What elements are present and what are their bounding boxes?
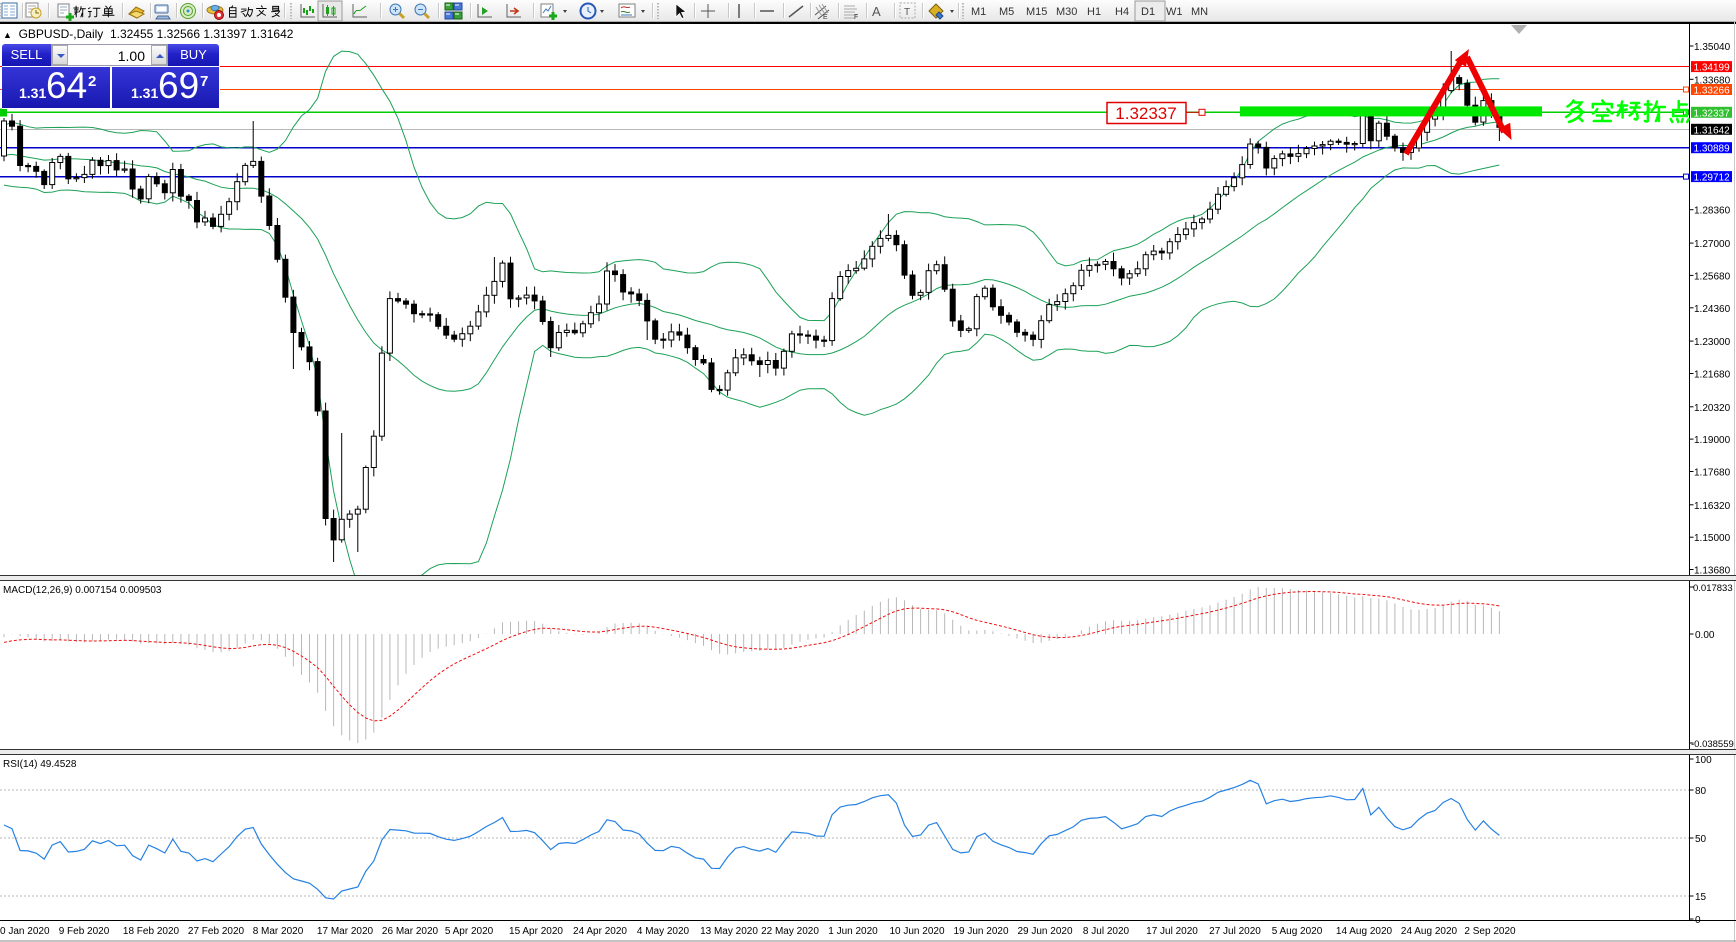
svg-text:1.28360: 1.28360 — [1694, 206, 1731, 217]
svg-text:M1: M1 — [971, 6, 986, 18]
svg-text:E: E — [823, 14, 828, 21]
svg-text:17 Mar 2020: 17 Mar 2020 — [317, 926, 374, 937]
svg-text:RSI(14) 49.4528: RSI(14) 49.4528 — [3, 759, 77, 770]
svg-text:1.23000: 1.23000 — [1694, 337, 1731, 348]
svg-text:1.13680: 1.13680 — [1694, 566, 1731, 577]
svg-text:24 Aug 2020: 24 Aug 2020 — [1401, 926, 1458, 937]
svg-text:0.00: 0.00 — [1695, 630, 1715, 641]
svg-text:H4: H4 — [1115, 6, 1129, 18]
svg-text:80: 80 — [1695, 786, 1707, 797]
svg-text:0: 0 — [1695, 915, 1701, 926]
svg-text:-0.038559: -0.038559 — [1691, 739, 1734, 750]
svg-text:1.35040: 1.35040 — [1694, 42, 1731, 53]
svg-text:5 Apr 2020: 5 Apr 2020 — [445, 926, 494, 937]
svg-text:15: 15 — [1695, 892, 1707, 903]
svg-text:4 May 2020: 4 May 2020 — [637, 926, 690, 937]
svg-text:D1: D1 — [1141, 6, 1155, 18]
svg-text:8 Mar 2020: 8 Mar 2020 — [253, 926, 304, 937]
svg-text:T: T — [904, 7, 910, 18]
svg-text:MACD(12,26,9) 0.007154 0.00950: MACD(12,26,9) 0.007154 0.009503 — [3, 585, 162, 596]
svg-text:1.15000: 1.15000 — [1694, 533, 1731, 544]
svg-text:1 Jun 2020: 1 Jun 2020 — [828, 926, 878, 937]
svg-text:18 Feb 2020: 18 Feb 2020 — [123, 926, 180, 937]
svg-text:26 Mar 2020: 26 Mar 2020 — [382, 926, 439, 937]
svg-text:17 Jul 2020: 17 Jul 2020 — [1146, 926, 1198, 937]
svg-text:27 Feb 2020: 27 Feb 2020 — [188, 926, 245, 937]
svg-text:27 Jul 2020: 27 Jul 2020 — [1209, 926, 1261, 937]
svg-text:29 Jun 2020: 29 Jun 2020 — [1017, 926, 1072, 937]
svg-text:1.16320: 1.16320 — [1694, 501, 1731, 512]
svg-text:M15: M15 — [1026, 6, 1047, 18]
svg-text:13 May 2020: 13 May 2020 — [700, 926, 758, 937]
svg-text:14 Aug 2020: 14 Aug 2020 — [1336, 926, 1393, 937]
svg-text:1.27000: 1.27000 — [1694, 239, 1731, 250]
svg-text:2 Sep 2020: 2 Sep 2020 — [1464, 926, 1516, 937]
svg-text:5 Aug 2020: 5 Aug 2020 — [1272, 926, 1323, 937]
svg-text:1.19000: 1.19000 — [1694, 435, 1731, 446]
svg-text:8 Jul 2020: 8 Jul 2020 — [1083, 926, 1130, 937]
svg-text:1.34199: 1.34199 — [1694, 63, 1731, 74]
svg-text:10 Jun 2020: 10 Jun 2020 — [889, 926, 944, 937]
svg-text:1.33680: 1.33680 — [1694, 75, 1731, 86]
svg-text:1.21680: 1.21680 — [1694, 370, 1731, 381]
svg-text:A: A — [872, 4, 881, 19]
svg-text:F: F — [854, 14, 858, 21]
svg-text:1.25680: 1.25680 — [1694, 271, 1731, 282]
svg-text:30 Jan 2020: 30 Jan 2020 — [0, 926, 50, 937]
svg-text:M5: M5 — [999, 6, 1014, 18]
svg-text:H1: H1 — [1087, 6, 1101, 18]
svg-text:1.33266: 1.33266 — [1694, 86, 1731, 97]
svg-text:W1: W1 — [1166, 6, 1183, 18]
svg-text:MN: MN — [1191, 6, 1208, 18]
svg-text:1.24360: 1.24360 — [1694, 304, 1731, 315]
svg-text:1.29712: 1.29712 — [1694, 173, 1731, 184]
svg-text:0.017833: 0.017833 — [1693, 583, 1733, 594]
svg-text:100: 100 — [1695, 755, 1712, 766]
svg-text:22 May 2020: 22 May 2020 — [761, 926, 819, 937]
svg-text:M30: M30 — [1056, 6, 1077, 18]
svg-text:1.32337: 1.32337 — [1115, 104, 1176, 123]
svg-text:1.17680: 1.17680 — [1694, 468, 1731, 479]
svg-text:19 Jun 2020: 19 Jun 2020 — [953, 926, 1008, 937]
svg-text:50: 50 — [1695, 834, 1707, 845]
svg-text:1.32337: 1.32337 — [1694, 108, 1731, 119]
svg-text:15 Apr 2020: 15 Apr 2020 — [509, 926, 563, 937]
svg-text:1.30889: 1.30889 — [1694, 144, 1731, 155]
svg-text:24 Apr 2020: 24 Apr 2020 — [573, 926, 627, 937]
svg-text:1.31642: 1.31642 — [1694, 125, 1731, 136]
svg-text:9 Feb 2020: 9 Feb 2020 — [59, 926, 110, 937]
svg-text:1.20320: 1.20320 — [1694, 403, 1731, 414]
